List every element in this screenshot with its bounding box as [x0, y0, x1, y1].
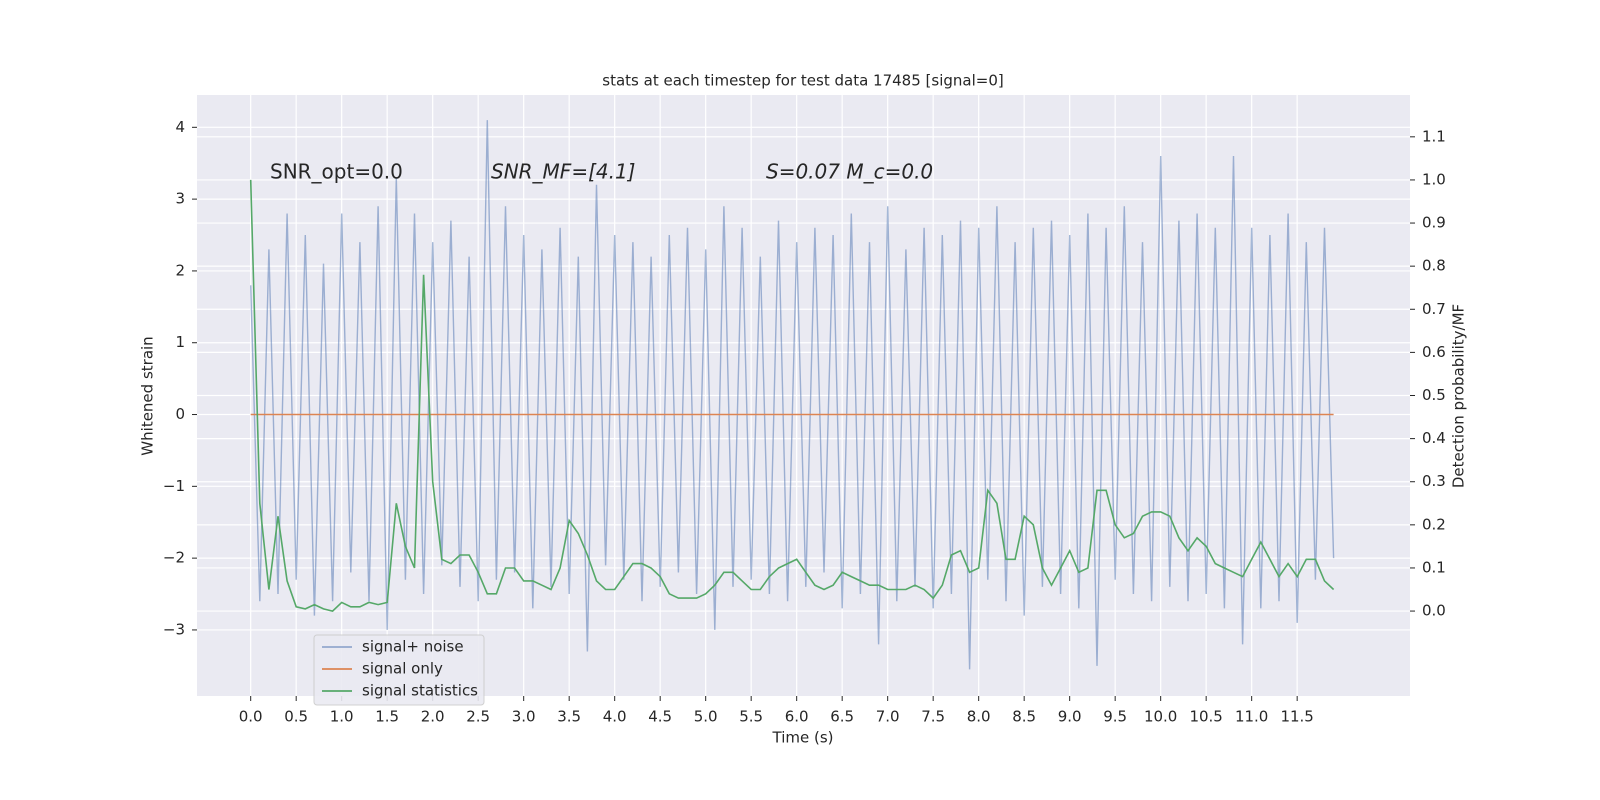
- x-tick-label: 2.0: [421, 708, 445, 726]
- x-tick-label: 11.0: [1235, 708, 1268, 726]
- y-tick-label: −2: [163, 549, 185, 567]
- annotation: SNR_opt=0.0: [270, 160, 403, 184]
- x-tick-label: 3.5: [557, 708, 581, 726]
- y2-tick-label: 0.0: [1422, 602, 1446, 620]
- x-tick-label: 5.0: [694, 708, 718, 726]
- x-tick-label: 4.5: [648, 708, 672, 726]
- y-tick-label: 4: [175, 118, 185, 136]
- y-tick-label: 2: [175, 261, 185, 279]
- x-tick-label: 0.5: [284, 708, 308, 726]
- x-tick-label: 0.0: [239, 708, 263, 726]
- x-tick-label: 5.5: [739, 708, 763, 726]
- y2-tick-label: 0.4: [1422, 429, 1446, 447]
- y2-tick-label: 1.1: [1422, 127, 1446, 145]
- x-tick-label: 6.5: [830, 708, 854, 726]
- legend-box: [313, 634, 485, 706]
- y2-tick-label: 0.5: [1422, 386, 1446, 404]
- x-tick-label: 10.5: [1189, 708, 1222, 726]
- x-tick-label: 10.0: [1144, 708, 1177, 726]
- y2-tick-label: 0.3: [1422, 472, 1446, 490]
- x-tick-label: 7.5: [921, 708, 945, 726]
- y-tick-label: −3: [163, 620, 185, 638]
- annotation: SNR_MF=[4.1]: [491, 160, 635, 184]
- y2-tick-label: 0.6: [1422, 343, 1446, 361]
- x-tick-label: 3.0: [512, 708, 536, 726]
- chart-title: stats at each timestep for test data 174…: [602, 72, 1003, 90]
- x-axis-label: Time (s): [772, 729, 834, 747]
- y-tick-label: −1: [163, 477, 185, 495]
- y2-tick-label: 1.0: [1422, 170, 1446, 188]
- y-tick-label: 3: [175, 190, 185, 208]
- legend-label: signal+ noise: [362, 638, 464, 656]
- x-tick-label: 1.5: [375, 708, 399, 726]
- x-tick-label: 7.0: [876, 708, 900, 726]
- x-tick-label: 2.5: [466, 708, 490, 726]
- x-tick-label: 4.0: [603, 708, 627, 726]
- y-tick-label: 0: [175, 405, 185, 423]
- x-tick-label: 9.0: [1058, 708, 1082, 726]
- y2-tick-label: 0.2: [1422, 515, 1446, 533]
- y2-tick-label: 0.9: [1422, 214, 1446, 232]
- y2-tick-label: 0.8: [1422, 257, 1446, 275]
- y2-tick-label: 0.7: [1422, 300, 1446, 318]
- x-tick-label: 6.0: [785, 708, 809, 726]
- x-tick-label: 8.0: [967, 708, 991, 726]
- legend-label: signal statistics: [362, 682, 478, 700]
- annotation: S=0.07 M_c=0.0: [766, 160, 933, 184]
- x-tick-label: 8.5: [1012, 708, 1036, 726]
- y2-axis-label: Detection probability/MF: [1450, 304, 1468, 488]
- legend-label: signal only: [362, 660, 443, 678]
- y-tick-label: 1: [175, 333, 185, 351]
- x-tick-label: 11.5: [1280, 708, 1313, 726]
- y2-tick-label: 0.1: [1422, 558, 1446, 576]
- x-tick-label: 9.5: [1103, 708, 1127, 726]
- series-line: [249, 179, 1335, 612]
- x-tick-label: 1.0: [330, 708, 354, 726]
- series-line: [250, 120, 1335, 670]
- y-axis-label: Whitened strain: [139, 336, 157, 455]
